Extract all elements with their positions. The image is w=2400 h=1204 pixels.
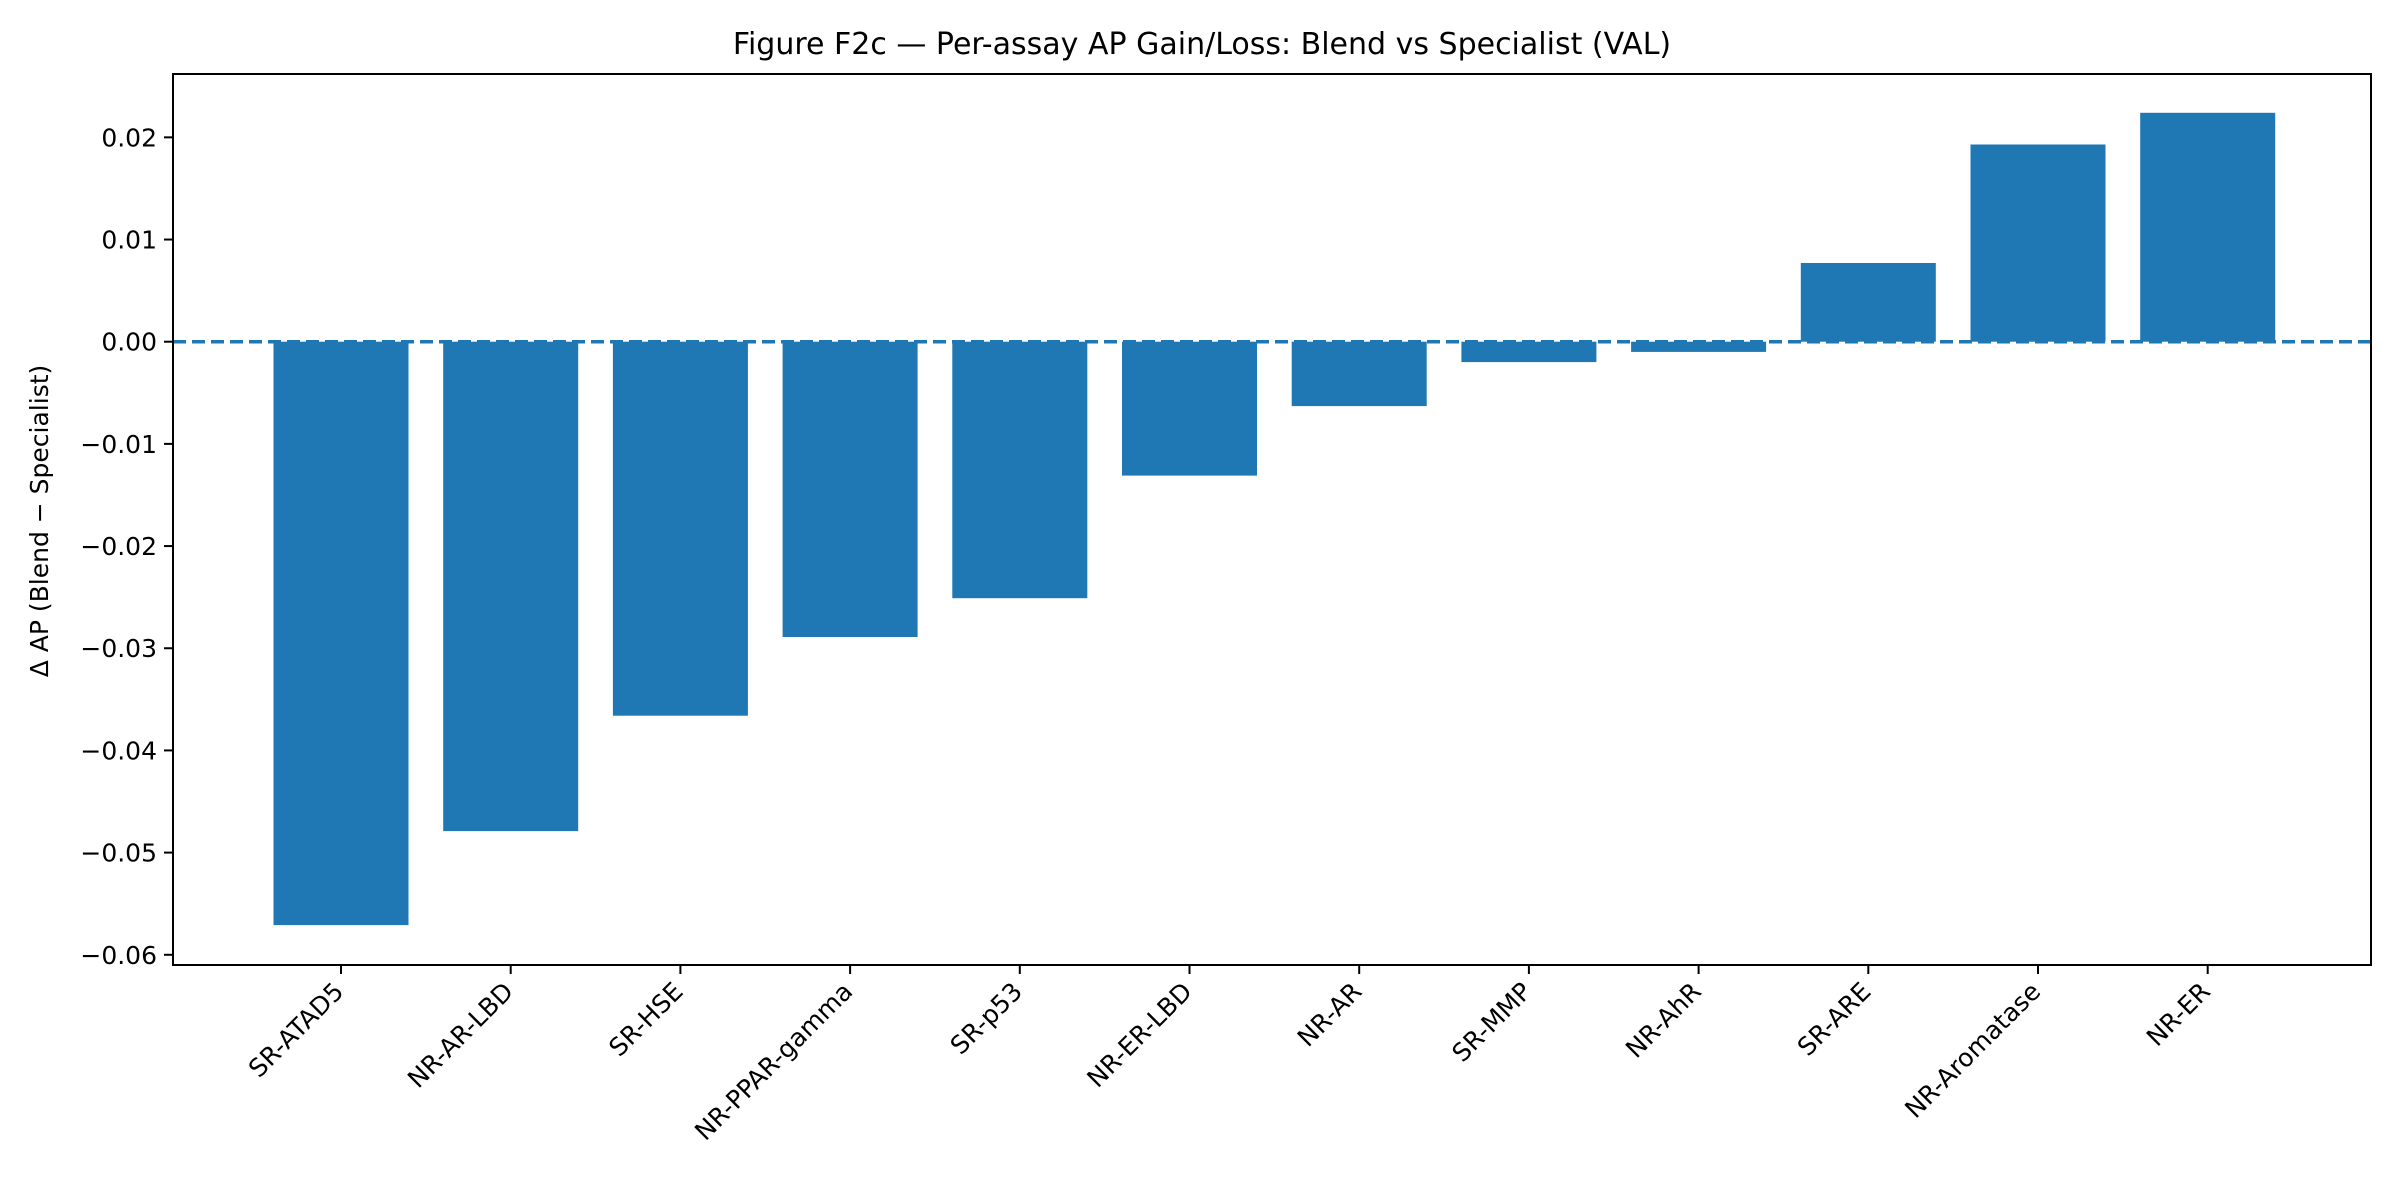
bars xyxy=(273,112,2276,926)
bar-nr-ar xyxy=(1291,341,1427,407)
y-tick-label: −0.01 xyxy=(80,430,157,459)
bar-nr-aromatase xyxy=(1970,144,2106,342)
y-tick-label: −0.06 xyxy=(80,941,157,970)
bar-nr-ahr xyxy=(1631,341,1767,352)
y-tick-label: 0.02 xyxy=(101,123,157,152)
x-tick-label: NR-AR-LBD xyxy=(402,977,519,1094)
x-tick-label: NR-AR xyxy=(1292,977,1368,1053)
bar-nr-er-lbd xyxy=(1122,341,1257,476)
y-tick-label: −0.02 xyxy=(80,532,157,561)
plot-area-frame xyxy=(172,73,2372,966)
x-tick-label: SR-p53 xyxy=(945,977,1028,1060)
bar-sr-mmp xyxy=(1461,341,1597,363)
x-tick-label: NR-PPAR-gamma xyxy=(689,977,858,1146)
bar-nr-er xyxy=(2140,112,2276,342)
x-tick-label: SR-ARE xyxy=(1792,977,1877,1062)
y-tick-label: −0.03 xyxy=(80,634,157,663)
y-tick-label: 0.01 xyxy=(101,226,157,255)
x-tick-label: NR-ER xyxy=(2141,977,2216,1052)
y-tick-label: −0.05 xyxy=(80,839,157,868)
x-tick-label: NR-Aromatase xyxy=(1899,977,2046,1124)
y-axis-ticks: 0.02 0.01 0.00 −0.01 −0.02 −0.03 −0.04 −0.05 −0.… xyxy=(80,123,173,970)
bar-nr-ppar-gamma xyxy=(782,341,918,637)
x-tick-label: NR-AhR xyxy=(1620,977,1707,1064)
y-axis-label: Δ AP (Blend − Specialist) xyxy=(25,365,54,678)
x-tick-label: SR-HSE xyxy=(603,977,688,1062)
y-tick-label: −0.04 xyxy=(80,736,157,765)
chart-title: Figure F2c — Per-assay AP Gain/Loss: Ble… xyxy=(733,27,1671,62)
bar-sr-hse xyxy=(612,341,748,716)
bar-sr-p53 xyxy=(952,341,1088,599)
bar-sr-are xyxy=(1800,263,1936,342)
bar-sr-atad5 xyxy=(273,341,409,926)
x-tick-label: NR-ER-LBD xyxy=(1081,977,1197,1093)
x-tick-label: SR-ATAD5 xyxy=(243,977,349,1083)
x-tick-label: SR-MMP xyxy=(1446,977,1537,1068)
bar-nr-ar-lbd xyxy=(443,341,579,832)
y-tick-label: 0.00 xyxy=(101,328,157,357)
x-axis-ticks: SR-ATAD5 NR-AR-LBD SR-HSE NR-PPAR-gamma SR-p… xyxy=(243,965,2216,1146)
